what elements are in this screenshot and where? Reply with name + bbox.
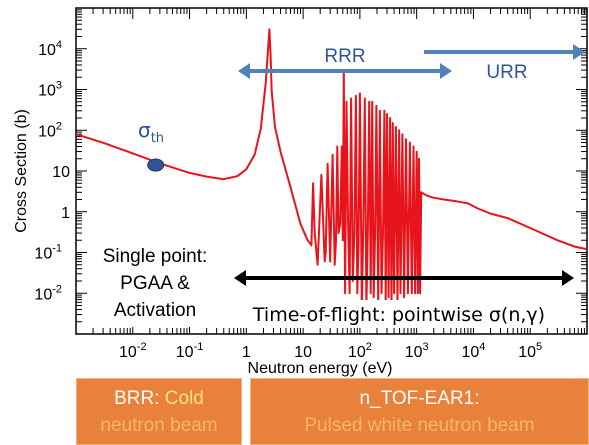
y-tick-label: 1 <box>61 205 70 222</box>
y-axis-title: Cross Section (b) <box>13 109 30 233</box>
brr-facility-box: BRR: Cold neutron beam <box>76 378 242 445</box>
x-tick-label: 102 <box>348 341 372 361</box>
ntof-line1: n_TOF-EAR1: <box>359 388 480 409</box>
single-point-line2: PGAA & <box>120 273 190 294</box>
brr-name: BRR: <box>114 388 160 409</box>
single-point-text-bg <box>96 241 214 327</box>
sigma-th-subscript: th <box>151 131 164 146</box>
tof-text-bg <box>234 300 564 328</box>
x-tick-label: 105 <box>518 341 542 361</box>
axis-ticks <box>75 8 587 335</box>
tof-arrow <box>234 269 574 286</box>
single-point-line3: Activation <box>114 300 196 321</box>
x-tick-label: 10-2 <box>119 341 147 361</box>
x-tick-labels: 10-2 10-1 1 10 102 103 104 105 <box>119 341 542 361</box>
x-tick-label: 103 <box>405 341 429 361</box>
y-tick-label: 10-1 <box>34 243 62 263</box>
rrr-arrow <box>238 63 452 79</box>
brr-cold: Cold <box>159 388 204 409</box>
x-axis-title: Neutron energy (eV) <box>248 360 393 377</box>
urr-arrow <box>424 44 585 60</box>
y-tick-label: 103 <box>38 80 62 100</box>
single-point-line1: Single point: <box>103 246 208 267</box>
brr-line1: BRR: Cold <box>77 385 241 412</box>
ntof-line2: Pulsed white neutron beam <box>304 415 535 436</box>
y-tick-label: 104 <box>38 39 62 59</box>
urr-label: URR <box>486 62 527 83</box>
cross-section-curve <box>76 28 587 307</box>
x-tick-label: 1 <box>242 344 251 361</box>
x-tick-label: 104 <box>461 341 485 361</box>
sigma-th-marker <box>147 158 165 172</box>
ntof-facility-box: n_TOF-EAR1: Pulsed white neutron beam <box>250 378 589 445</box>
x-tick-label: 10 <box>294 344 312 361</box>
cross-section-chart: 10-2 10-1 1 10 102 103 104 105 10-210-111010210… <box>13 7 588 377</box>
y-tick-label: 10 <box>52 164 70 181</box>
tof-label: Time-of-flight: pointwise σ(n,γ) <box>252 304 545 326</box>
y-tick-labels: 10-2 10-1 1 10 102 103 104 <box>34 39 70 304</box>
x-tick-label: 10-1 <box>176 341 204 361</box>
y-tick-label: 10-2 <box>34 283 62 303</box>
brr-line2: neutron beam <box>100 415 218 436</box>
y-tick-label: 102 <box>38 120 62 140</box>
range-arrows <box>234 44 585 286</box>
rrr-label: RRR <box>324 46 365 67</box>
sigma-th-label: σth <box>138 118 164 146</box>
